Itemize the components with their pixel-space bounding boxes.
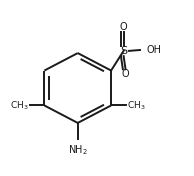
Text: NH$_2$: NH$_2$ [68, 143, 88, 157]
Text: O: O [122, 69, 129, 78]
Text: O: O [120, 22, 127, 32]
Text: CH$_3$: CH$_3$ [10, 99, 29, 112]
Text: CH$_3$: CH$_3$ [126, 99, 145, 112]
Text: S: S [120, 46, 127, 56]
Text: OH: OH [147, 45, 162, 55]
